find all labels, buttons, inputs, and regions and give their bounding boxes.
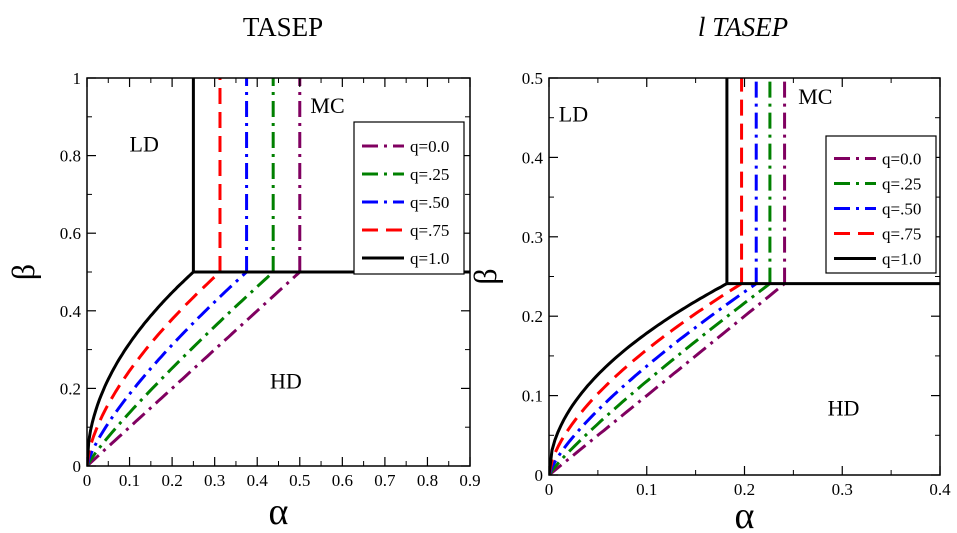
legend-label: q=0.0 <box>410 137 449 156</box>
y-tick-label: 0.3 <box>522 228 543 247</box>
y-tick-label: 0.4 <box>522 148 544 167</box>
series-q=.25 <box>549 78 772 475</box>
x-tick-label: 0.7 <box>374 471 396 490</box>
x-axis-label: α <box>735 495 755 533</box>
series-q=.25 <box>87 78 275 466</box>
y-axis-label: β <box>5 264 41 280</box>
legend-label: q=.50 <box>410 193 449 212</box>
legend-label: q=1.0 <box>882 250 921 269</box>
series-q=.75 <box>87 78 222 466</box>
region-label-mc: MC <box>798 84 832 109</box>
x-tick-label: 0.6 <box>332 471 353 490</box>
x-tick-label: 0.9 <box>459 471 480 490</box>
plot-area <box>87 78 470 466</box>
x-tick-label: 0 <box>545 480 554 499</box>
series-q=.50 <box>87 78 249 466</box>
x-tick-label: 0.2 <box>734 480 755 499</box>
x-tick-label: 0.3 <box>204 471 225 490</box>
ld-hd-boundary <box>549 282 728 475</box>
legend-label: q=.25 <box>410 165 449 184</box>
series-q=.50 <box>549 78 758 475</box>
y-axis-label: β <box>467 268 503 284</box>
x-tick-label: 0.3 <box>832 480 853 499</box>
x-tick-label: 0.4 <box>929 480 951 499</box>
legend-label: q=.75 <box>882 225 921 244</box>
legend-label: q=.50 <box>882 200 921 219</box>
y-tick-label: 0.5 <box>522 69 543 88</box>
ld-hd-boundary <box>549 282 743 475</box>
ld-hd-boundary <box>87 270 275 466</box>
x-tick-label: 0.8 <box>417 471 438 490</box>
x-tick-label: 0.4 <box>247 471 269 490</box>
chart-panel-1: TASEP 0 0.1 0.2 0.3 0.4 0.5 0.6 0.7 0.8 0.9 0 0.2 0.4… <box>5 12 481 533</box>
plot-area <box>549 78 940 475</box>
y-tick-label: 0.2 <box>522 307 543 326</box>
legend-label: q=.75 <box>410 221 449 240</box>
region-label-hd: HD <box>270 368 302 393</box>
y-tick-label: 0.6 <box>60 224 81 243</box>
y-tick-label: 0.8 <box>60 147 81 166</box>
region-label-hd: HD <box>828 395 860 420</box>
y-tick-label: 0 <box>73 457 82 476</box>
x-tick-label: 0 <box>83 471 92 490</box>
y-tick-label: 0.1 <box>522 387 543 406</box>
x-tick-label: 0.1 <box>636 480 657 499</box>
ld-hd-boundary <box>87 270 222 466</box>
region-label-mc: MC <box>310 93 344 118</box>
chart-panel-2: l TASEP 0 0.1 0.2 0.3 0.4 0 0.1 0.2 0.3 0.4 0.5 α β LD… <box>467 12 951 533</box>
legend: q=0.0 q=.25 q=.50 q=.75 q=1.0 <box>825 135 937 274</box>
y-tick-label: 0 <box>535 466 544 485</box>
legend-label: q=.25 <box>882 175 921 194</box>
series-q=0.0 <box>87 78 302 466</box>
ld-hd-boundary <box>87 270 301 466</box>
x-tick-label: 0.5 <box>289 471 310 490</box>
region-label-ld: LD <box>130 132 159 157</box>
chart-title: l TASEP <box>698 12 788 42</box>
ld-hd-boundary <box>549 282 758 475</box>
ld-hd-boundary <box>87 270 248 466</box>
chart-title: TASEP <box>243 12 323 42</box>
ld-hd-boundary <box>549 282 786 475</box>
x-tick-label: 0.1 <box>119 471 140 490</box>
x-tick-label: 0.2 <box>161 471 182 490</box>
region-label-ld: LD <box>559 102 588 127</box>
legend-label: q=0.0 <box>882 150 921 169</box>
legend-label: q=1.0 <box>410 249 449 268</box>
legend: q=0.0 q=.25 q=.50 q=.75 q=1.0 <box>353 121 465 275</box>
ld-hd-boundary <box>87 270 195 466</box>
series-q=.75 <box>549 78 744 475</box>
y-tick-label: 1 <box>73 69 82 88</box>
x-axis-label: α <box>269 491 289 533</box>
series-q=1.0 <box>549 78 940 475</box>
y-tick-label: 0.4 <box>60 302 82 321</box>
series-q=0.0 <box>549 78 787 475</box>
y-tick-label: 0.2 <box>60 379 81 398</box>
ld-hd-boundary <box>549 282 771 475</box>
